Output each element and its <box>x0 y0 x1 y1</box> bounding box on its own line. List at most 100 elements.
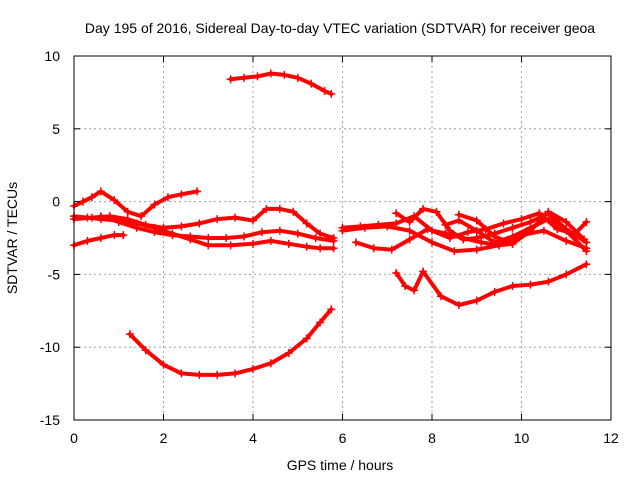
data-point <box>257 228 266 237</box>
chart-title: Day 195 of 2016, Sidereal Day-to-day VTE… <box>85 20 595 36</box>
data-point <box>539 226 548 235</box>
data-point <box>392 268 401 277</box>
data-point <box>302 334 311 343</box>
data-point <box>316 244 325 253</box>
data-point <box>562 226 571 235</box>
data-point <box>302 242 311 251</box>
data-point <box>266 359 275 368</box>
data-point <box>544 277 553 286</box>
data-point <box>582 217 591 226</box>
data-point <box>405 226 414 235</box>
data-point <box>231 213 240 222</box>
data-point <box>459 235 468 244</box>
data-point <box>327 305 336 314</box>
data-point <box>123 215 132 224</box>
data-point <box>249 239 257 248</box>
data-point <box>472 296 481 305</box>
data-point <box>119 231 128 240</box>
data-point <box>508 282 517 291</box>
data-point <box>150 228 159 237</box>
data-point <box>472 234 481 242</box>
data-point <box>275 226 284 235</box>
data-point <box>280 70 289 79</box>
data-point <box>316 229 325 238</box>
data-point <box>307 79 316 88</box>
data-point <box>293 73 302 82</box>
data-point <box>454 210 463 219</box>
data-point <box>472 216 481 225</box>
data-point <box>405 235 414 244</box>
data-point <box>441 229 450 238</box>
y-tick-label: -10 <box>40 339 60 355</box>
series-arc-g <box>353 227 515 252</box>
data-point <box>383 222 392 231</box>
data-point <box>204 241 213 250</box>
data-point <box>410 286 419 295</box>
data-point <box>329 244 338 253</box>
data-point <box>87 213 96 222</box>
data-point <box>419 204 428 213</box>
data-point <box>508 239 517 248</box>
data-point <box>110 231 119 240</box>
data-point <box>195 219 204 228</box>
data-point <box>96 187 105 196</box>
data-point <box>141 220 150 229</box>
data-point <box>186 232 195 241</box>
series-arc-i <box>394 262 589 307</box>
data-point <box>177 190 186 199</box>
data-point <box>441 220 450 229</box>
data-point <box>83 236 92 245</box>
data-point <box>320 86 329 95</box>
data-point <box>477 238 486 247</box>
data-point <box>177 222 186 231</box>
data-point <box>293 229 302 238</box>
data-point <box>213 215 222 224</box>
data-point <box>419 267 428 276</box>
data-point <box>110 196 119 205</box>
data-point <box>490 232 499 241</box>
data-point <box>517 215 526 224</box>
data-point <box>125 330 134 339</box>
data-point <box>240 232 249 241</box>
data-point <box>266 69 275 78</box>
data-point <box>436 292 445 301</box>
x-tick-label: 10 <box>514 430 530 446</box>
data-point <box>392 209 401 218</box>
data-point <box>508 223 517 232</box>
data-point <box>114 217 123 226</box>
data-point <box>428 238 436 247</box>
data-point <box>311 234 320 242</box>
y-tick-label: -5 <box>48 266 61 282</box>
data-point <box>454 300 463 309</box>
data-point <box>87 193 96 202</box>
y-tick-label: -15 <box>40 412 60 428</box>
data-point <box>240 73 249 82</box>
data-point <box>423 225 432 234</box>
data-point <box>327 89 336 98</box>
data-point <box>369 244 378 253</box>
data-point <box>226 75 235 84</box>
data-point <box>544 215 553 224</box>
data-point <box>580 235 589 244</box>
data-point <box>284 239 293 248</box>
data-point <box>463 228 472 237</box>
data-point <box>526 280 535 289</box>
x-tick-label: 2 <box>160 430 168 446</box>
data-point <box>582 247 591 256</box>
data-point <box>193 187 202 196</box>
data-point <box>226 241 235 250</box>
data-point <box>159 223 168 232</box>
data-point <box>490 287 499 296</box>
axis-ticks: 0 2 4 6 8 10 12 -15 -10 -5 0 5 10 <box>40 48 619 446</box>
data-point <box>204 234 213 242</box>
data-point <box>472 245 481 254</box>
data-point <box>351 238 360 247</box>
y-tick-label: 5 <box>52 121 60 137</box>
data-point <box>266 236 275 245</box>
data-point <box>544 207 553 216</box>
data-point <box>387 245 396 254</box>
data-point <box>150 200 159 209</box>
data-point <box>231 369 240 378</box>
data-point <box>405 217 414 226</box>
